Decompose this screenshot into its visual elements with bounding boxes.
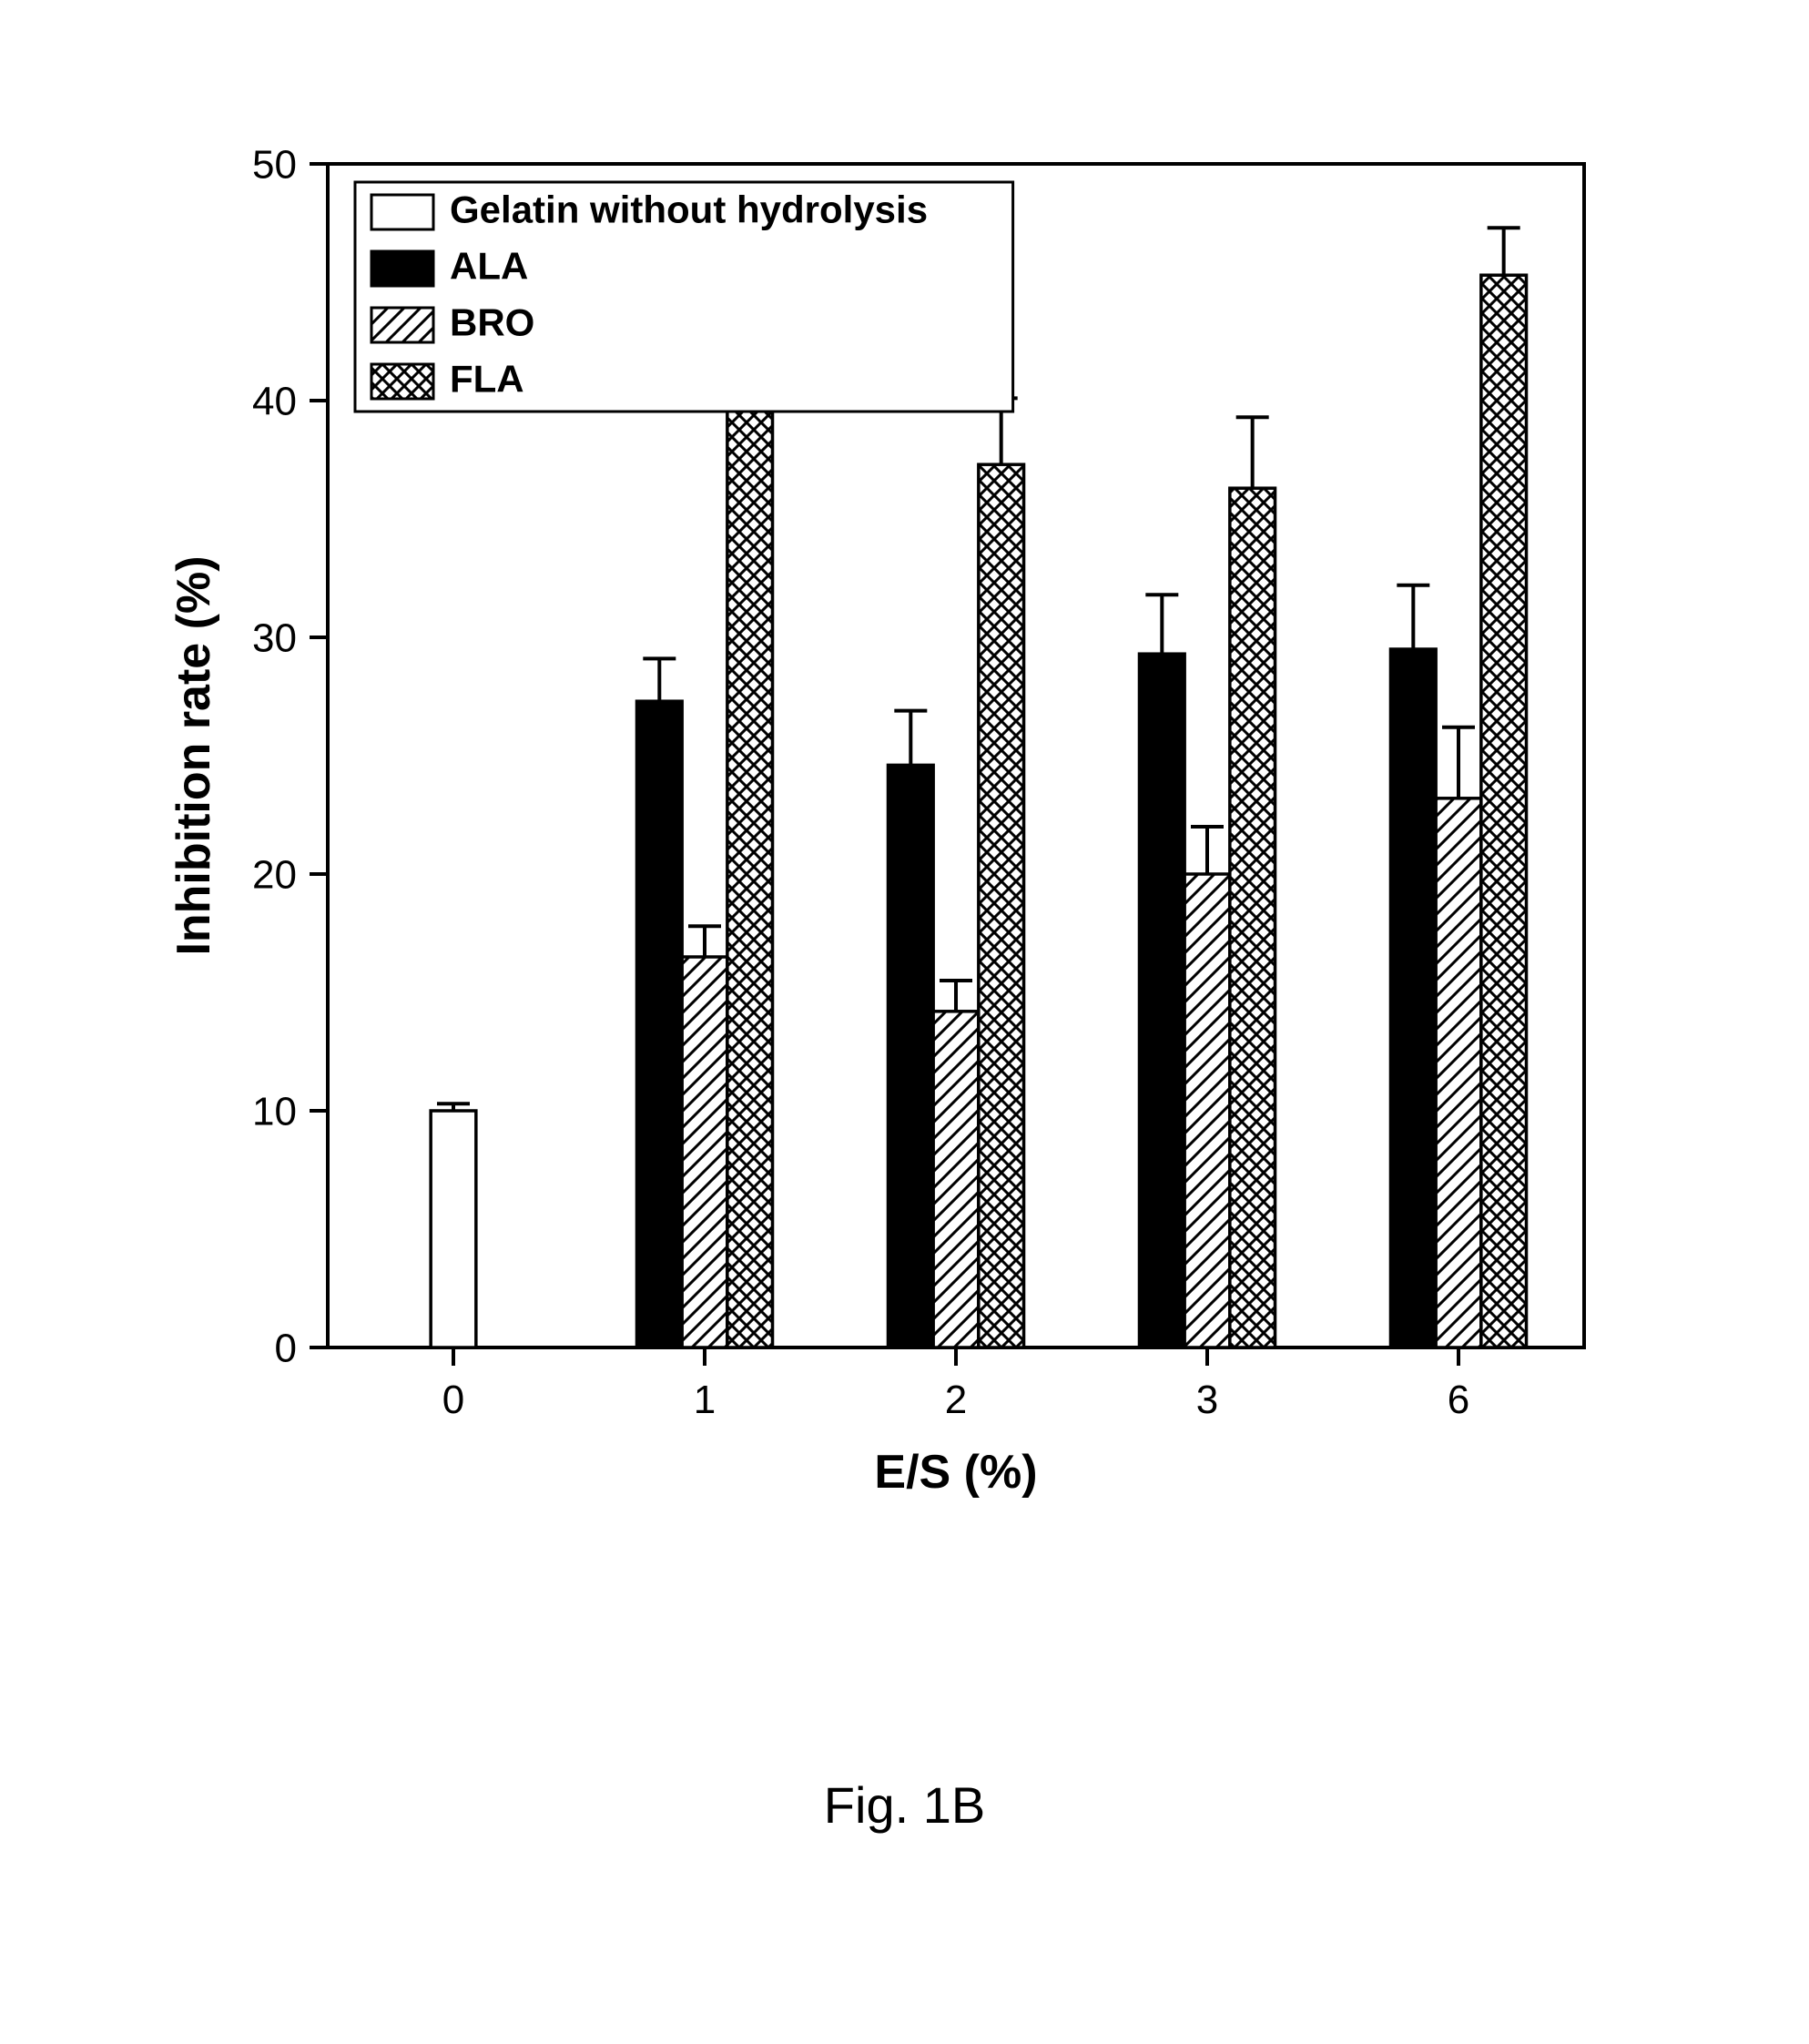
- bar-ala: [1139, 654, 1184, 1347]
- x-tick-label: 2: [945, 1378, 967, 1422]
- legend-label-fla: FLA: [450, 357, 524, 400]
- legend: Gelatin without hydrolysis ALA BRO FLA: [355, 182, 1013, 412]
- bar-chart: 0 10 20 30 40 50 0 1 2 3 6 Inhibition rate (%) E/S (…: [127, 109, 1675, 1566]
- bar-ala: [1390, 649, 1436, 1347]
- bar-bro: [1184, 874, 1230, 1347]
- bar-fla: [979, 464, 1024, 1347]
- legend-swatch-gelatin: [371, 195, 433, 229]
- y-tick-label: 30: [252, 615, 297, 660]
- y-tick-label: 20: [252, 852, 297, 897]
- legend-swatch-ala: [371, 251, 433, 286]
- bar-bro: [933, 1012, 979, 1347]
- y-axis-label: Inhibition rate (%): [168, 555, 220, 955]
- x-tick-label: 1: [694, 1378, 716, 1422]
- bar-fla: [1481, 275, 1527, 1347]
- y-tick-label: 50: [252, 142, 297, 187]
- bar-gelatin: [431, 1111, 476, 1347]
- legend-swatch-bro: [371, 308, 433, 342]
- y-tick-label: 0: [275, 1326, 297, 1370]
- legend-label-bro: BRO: [450, 300, 534, 343]
- x-tick-label: 3: [1196, 1378, 1218, 1422]
- x-tick-label: 6: [1448, 1378, 1469, 1422]
- bar-fla: [727, 410, 773, 1347]
- x-tick-label: 0: [442, 1378, 464, 1422]
- y-tick-label: 10: [252, 1089, 297, 1134]
- legend-label-gelatin: Gelatin without hydrolysis: [450, 188, 928, 230]
- bar-fla: [1230, 488, 1275, 1347]
- page: 0 10 20 30 40 50 0 1 2 3 6 Inhibition rate (%) E/S (…: [0, 0, 1809, 2044]
- bar-bro: [1436, 798, 1481, 1347]
- legend-swatch-fla: [371, 364, 433, 399]
- figure-caption: Fig. 1B: [0, 1775, 1809, 1835]
- bar-ala: [888, 765, 933, 1347]
- bar-bro: [682, 957, 727, 1347]
- bar-ala: [636, 701, 682, 1347]
- x-axis-label: E/S (%): [874, 1446, 1037, 1499]
- legend-label-ala: ALA: [450, 244, 528, 287]
- y-tick-label: 40: [252, 379, 297, 423]
